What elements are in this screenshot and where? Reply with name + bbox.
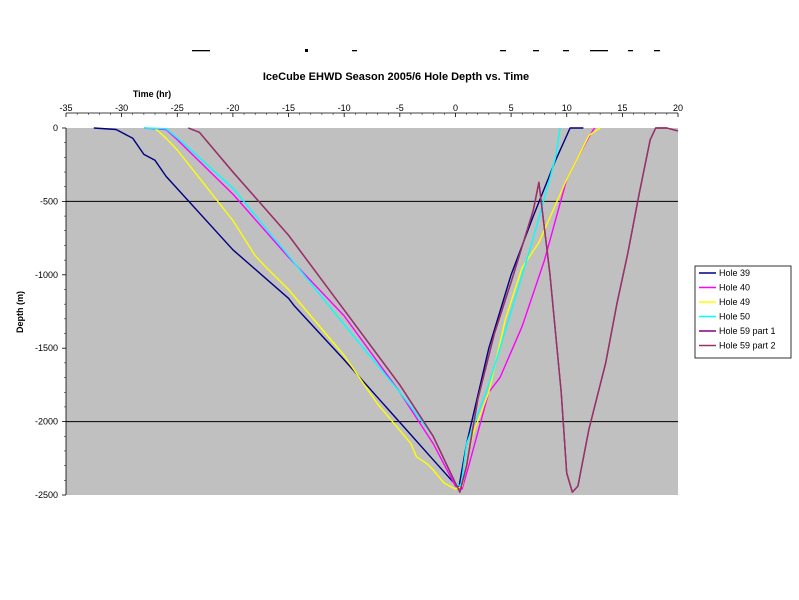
x-tick-label: 0 [453,103,458,113]
header-dash [192,50,210,52]
y-tick-label: -1500 [35,343,58,353]
header-dash [628,50,633,52]
x-tick-label: 20 [673,103,683,113]
plot-area [66,128,678,495]
y-tick-label: -1000 [35,270,58,280]
chart-title: IceCube EHWD Season 2005/6 Hole Depth vs… [263,71,529,83]
header-dash [533,50,539,52]
header-dash [563,50,569,52]
x-tick-label: -5 [396,103,404,113]
header-dash [352,50,357,52]
header-dashes [192,49,660,52]
x-tick-label: -10 [338,103,351,113]
legend-label-hole-40: Hole 40 [719,283,750,293]
legend-items: Hole 39 Hole 40 Hole 49 Hole 50 Hole 59 part… [699,268,776,351]
x-tick-label: 15 [617,103,627,113]
legend: Hole 39 Hole 40 Hole 49 Hole 50 Hole 59 part… [694,265,792,359]
y-axis: 0 -500 -1000 -1500 -2000 -2500 [35,123,67,500]
legend-label-hole-50: Hole 50 [719,312,750,322]
x-tick-label: -15 [282,103,295,113]
x-axis-title: Time (hr) [133,89,171,99]
legend-label-hole-59-part-2: Hole 59 part 2 [719,341,776,351]
gridlines [66,200,678,423]
x-tick-label: -20 [226,103,239,113]
y-tick-label: -2000 [35,417,58,427]
header-dash [654,50,660,52]
x-tick-label: 10 [562,103,572,113]
header-dash [590,50,608,52]
x-tick-label: -30 [115,103,128,113]
y-tick-label: 0 [53,123,58,133]
y-tick-label: -2500 [35,490,58,500]
series-lines [93,127,679,493]
legend-box [694,265,792,359]
legend-label-hole-39: Hole 39 [719,268,750,278]
series-line-hole-49 [154,127,601,490]
y-tick-label: -500 [40,196,58,206]
x-axis: -35 -30 -25 -20 -15 -10 -5 0 5 10 15 20 [59,103,683,117]
legend-label-hole-59-part-1: Hole 59 part 1 [719,326,776,336]
series-line-hole-59-part-2 [188,127,679,493]
y-axis-title: Depth (m) [15,291,25,333]
header-dash [500,50,506,52]
legend-label-hole-49: Hole 49 [719,297,750,307]
x-tick-label: -25 [171,103,184,113]
x-tick-label: 5 [509,103,514,113]
header-dash [305,49,308,52]
x-tick-label: -35 [59,103,72,113]
